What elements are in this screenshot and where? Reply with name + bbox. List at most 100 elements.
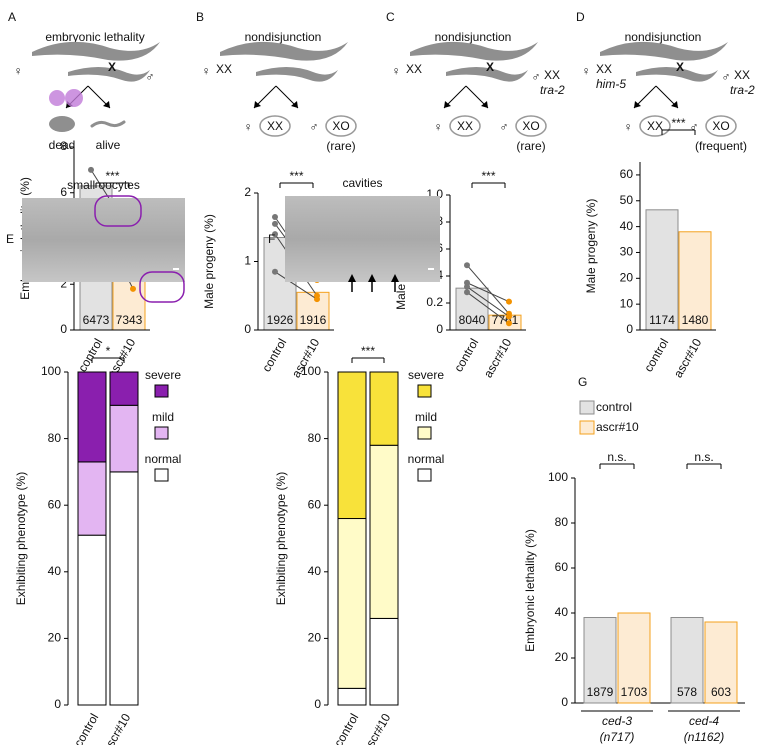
panel-letter: E xyxy=(6,232,14,246)
y-axis-label: Male progeny (%) xyxy=(202,214,216,309)
progeny-note: (rare) xyxy=(516,139,545,153)
y-tick-label: 6 xyxy=(60,185,67,199)
replicate-point xyxy=(506,320,512,327)
significance-label: n.s. xyxy=(694,450,713,464)
panel-letter: F xyxy=(268,232,275,246)
replicate-point xyxy=(506,298,512,305)
legend-swatch xyxy=(579,420,595,435)
legend-label: normal xyxy=(408,452,445,466)
significance-label: *** xyxy=(105,169,119,183)
live-larva xyxy=(90,120,126,128)
bar xyxy=(617,612,651,704)
diagram-caption: nondisjunction xyxy=(245,30,322,44)
hermaphrodite-worm xyxy=(220,41,348,61)
replicate-point xyxy=(272,231,278,238)
male-karyotype: XX xyxy=(734,68,750,82)
replicate-link xyxy=(466,286,510,317)
y-tick-label: 20 xyxy=(620,270,634,284)
y-tick-label: 0 xyxy=(561,695,568,709)
cavity-arrow-head xyxy=(348,274,356,282)
y-tick-label: 40 xyxy=(555,605,569,619)
hermaphrodite-karyotype: XX xyxy=(596,62,612,76)
legend-swatch xyxy=(417,468,432,482)
bar xyxy=(296,291,330,331)
y-tick-label: 20 xyxy=(555,650,569,664)
oocyte-highlight xyxy=(65,89,83,107)
male-symbol: ♂ xyxy=(532,70,541,84)
y-tick-label: 60 xyxy=(620,167,634,181)
n-label: 1879 xyxy=(587,685,614,699)
micrograph xyxy=(285,196,440,282)
y-tick-label: 100 xyxy=(301,364,321,378)
progeny-outline xyxy=(515,115,547,137)
y-tick-label: 40 xyxy=(620,219,634,233)
progeny-sex: ♀ xyxy=(244,120,253,134)
y-tick-label: 0 xyxy=(626,322,633,336)
x-tick-label: control xyxy=(75,336,105,374)
n-label: 1916 xyxy=(300,313,327,327)
replicate-link xyxy=(274,271,318,300)
y-tick-label: 0 xyxy=(244,322,251,336)
progeny-karyotype: XO xyxy=(332,119,349,133)
male-genotype: tra-2 xyxy=(730,83,755,97)
hermaphrodite-symbol: ♀ xyxy=(392,64,401,78)
replicate-point xyxy=(464,262,470,269)
legend-swatch xyxy=(154,468,169,482)
category-label: ced-3 xyxy=(602,714,632,728)
n-label: 1703 xyxy=(621,685,648,699)
allele-label: (n717) xyxy=(600,730,635,744)
y-tick-label: 30 xyxy=(620,245,634,259)
cross-symbol: X xyxy=(108,60,116,74)
significance-label: *** xyxy=(481,169,495,183)
legend-label: severe xyxy=(145,368,181,382)
diagram-caption: nondisjunction xyxy=(625,30,702,44)
y-tick-label: 20 xyxy=(48,631,62,645)
n-label: 603 xyxy=(711,685,731,699)
x-tick-label: control xyxy=(641,336,671,374)
cross-symbol: X xyxy=(486,60,494,74)
y-tick-label: 100 xyxy=(548,470,568,484)
stacked-segment xyxy=(77,371,107,463)
replicate-link xyxy=(466,264,510,315)
n-label: 7343 xyxy=(116,313,143,327)
progeny-sex: ♀ xyxy=(624,120,633,134)
progeny-karyotype: XX xyxy=(267,119,283,133)
panel-letter: D xyxy=(576,10,585,24)
significance-label: *** xyxy=(671,116,685,130)
scale-bar xyxy=(428,268,434,270)
stacked-segment xyxy=(369,371,399,446)
progeny-sex: ♀ xyxy=(434,120,443,134)
hermaphrodite-worm xyxy=(410,41,538,61)
male-worm xyxy=(68,67,150,82)
progeny-outline xyxy=(449,115,481,137)
legend-label: ascr#10 xyxy=(596,420,639,434)
legend-swatch xyxy=(154,426,169,440)
hermaphrodite-karyotype: XX xyxy=(406,62,422,76)
y-tick-label: 8 xyxy=(60,139,67,153)
y-tick-label: 10 xyxy=(620,296,634,310)
y-tick-label: 60 xyxy=(555,560,569,574)
allele-label: (n1162) xyxy=(684,730,724,744)
bar xyxy=(645,209,679,331)
progeny-sex: ♂ xyxy=(500,120,509,134)
y-axis-label: Exhibiting phenotype (%) xyxy=(14,472,28,605)
stacked-segment xyxy=(337,518,367,689)
male-worm xyxy=(446,67,528,82)
stacked-segment xyxy=(337,687,367,706)
outcome-label: dead xyxy=(49,138,76,152)
x-tick-label: ascr#10 xyxy=(360,711,394,745)
x-tick-label: control xyxy=(259,336,289,374)
hermaphrodite-symbol: ♀ xyxy=(14,64,23,78)
replicate-point xyxy=(130,285,136,292)
stacked-segment xyxy=(109,404,139,473)
replicate-point xyxy=(272,268,278,275)
cavity-arrow-head xyxy=(368,274,376,282)
y-tick-label: 40 xyxy=(308,564,322,578)
x-tick-label: control xyxy=(451,336,481,374)
male-symbol: ♂ xyxy=(722,70,731,84)
x-tick-label: ascr#10 xyxy=(100,711,134,745)
oocyte-highlight xyxy=(49,90,65,106)
y-tick-label: 0 xyxy=(54,697,61,711)
hermaphrodite-worm xyxy=(32,41,160,61)
